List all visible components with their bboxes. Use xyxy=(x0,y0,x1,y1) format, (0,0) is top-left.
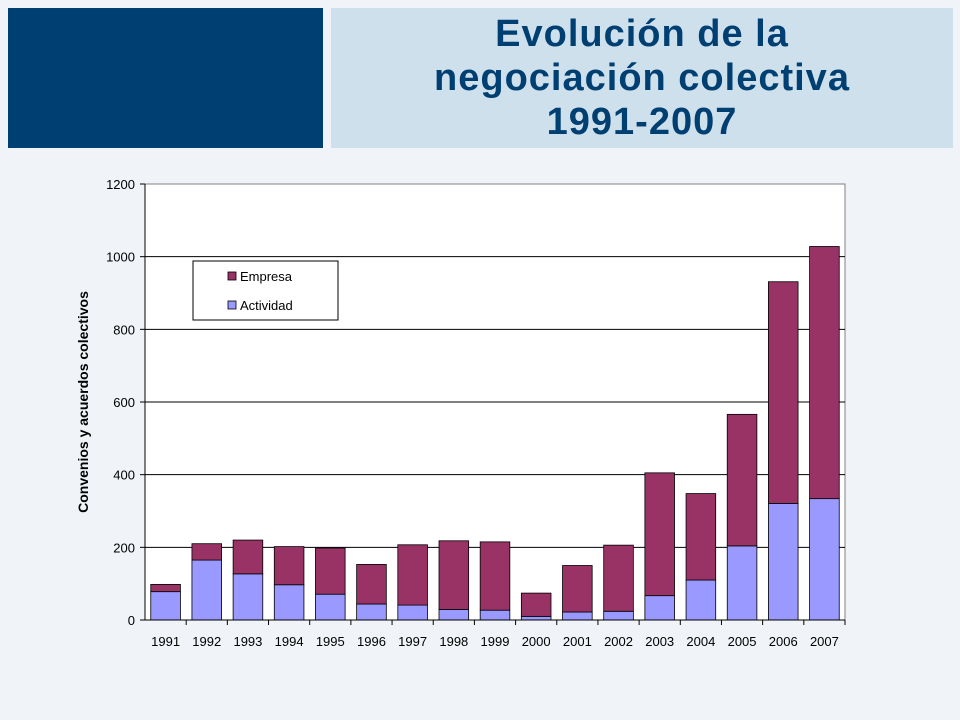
x-tick-label: 1995 xyxy=(316,634,345,649)
bar-actividad-2005 xyxy=(726,545,758,621)
bar-actividad-1999 xyxy=(479,609,511,621)
legend-swatch-actividad xyxy=(227,300,237,310)
bar-actividad-2007 xyxy=(809,498,840,621)
bar-empresa-1992 xyxy=(191,543,222,561)
bar-actividad-2003 xyxy=(644,595,675,621)
bar-actividad-1991 xyxy=(150,591,181,621)
x-tick-label: 2000 xyxy=(522,634,551,649)
bar-actividad-1995 xyxy=(315,593,346,621)
y-axis-label: Convenios y acuerdos colectivos xyxy=(75,291,91,513)
bars xyxy=(150,246,840,621)
bar-empresa-1995 xyxy=(315,547,346,595)
bar-actividad-2002 xyxy=(603,610,634,621)
bar-empresa-1994 xyxy=(273,546,305,586)
legend-swatch-empresa xyxy=(227,271,237,281)
legend-box xyxy=(192,260,339,321)
x-tick-label: 2007 xyxy=(810,634,839,649)
x-tick-label: 2002 xyxy=(604,634,633,649)
bar-actividad-1993 xyxy=(232,573,264,621)
bar-empresa-2002 xyxy=(603,544,634,612)
bar-empresa-1993 xyxy=(232,539,264,575)
y-tick-label: 600 xyxy=(113,395,135,410)
legend: Empresa Actividad xyxy=(192,260,339,321)
bar-actividad-2001 xyxy=(562,611,593,621)
y-tick-label: 0 xyxy=(128,613,135,628)
x-tick-label: 1991 xyxy=(151,634,180,649)
bar-empresa-2000 xyxy=(520,592,552,617)
bar-empresa-1991 xyxy=(150,583,181,593)
x-tick-label: 2006 xyxy=(769,634,798,649)
y-tick-label: 200 xyxy=(113,540,135,555)
y-axis-ticks: 0 200 400 600 800 1000 1200 xyxy=(106,177,145,628)
bar-empresa-2007 xyxy=(809,246,840,500)
bar-actividad-2004 xyxy=(685,579,717,621)
bar-actividad-1996 xyxy=(356,603,387,621)
bar-actividad-1994 xyxy=(273,584,305,621)
header-color-block xyxy=(8,8,323,148)
bar-actividad-1992 xyxy=(191,559,222,621)
y-tick-label: 1200 xyxy=(106,177,135,192)
bar-empresa-2001 xyxy=(562,565,593,613)
x-tick-label: 2001 xyxy=(563,634,592,649)
bar-empresa-1999 xyxy=(479,541,511,611)
bar-empresa-2005 xyxy=(726,413,758,547)
x-tick-label: 2003 xyxy=(645,634,674,649)
x-tick-label: 1994 xyxy=(275,634,304,649)
bar-empresa-1997 xyxy=(397,544,428,606)
x-tick-label: 2004 xyxy=(686,634,715,649)
y-tick-label: 800 xyxy=(113,322,135,337)
bar-actividad-2000 xyxy=(520,615,552,621)
bar-empresa-2004 xyxy=(685,493,717,581)
bar-actividad-1998 xyxy=(438,609,470,621)
bar-empresa-1998 xyxy=(438,540,470,610)
x-tick-label: 1999 xyxy=(481,634,510,649)
bar-actividad-1997 xyxy=(397,604,428,621)
x-tick-label: 1997 xyxy=(398,634,427,649)
x-tick-label: 1996 xyxy=(357,634,386,649)
bar-empresa-1996 xyxy=(356,564,387,605)
bar-empresa-2003 xyxy=(644,472,675,597)
slide-title: Evolución de la negociación colectiva 19… xyxy=(434,13,850,143)
bar-empresa-2006 xyxy=(768,281,799,504)
x-axis-ticks: 1991 1992 1993 1994 1995 1996 1997 1998 1999 2000… xyxy=(151,620,846,649)
y-tick-label: 1000 xyxy=(106,250,135,265)
legend-label-empresa: Empresa xyxy=(240,269,293,284)
y-tick-label: 400 xyxy=(113,468,135,483)
x-tick-label: 2005 xyxy=(728,634,757,649)
legend-label-actividad: Actividad xyxy=(240,298,293,313)
x-tick-label: 1993 xyxy=(233,634,262,649)
x-tick-label: 1998 xyxy=(439,634,468,649)
title-band: Evolución de la negociación colectiva 19… xyxy=(331,8,953,148)
bar-actividad-2006 xyxy=(768,502,799,621)
x-tick-label: 1992 xyxy=(192,634,221,649)
